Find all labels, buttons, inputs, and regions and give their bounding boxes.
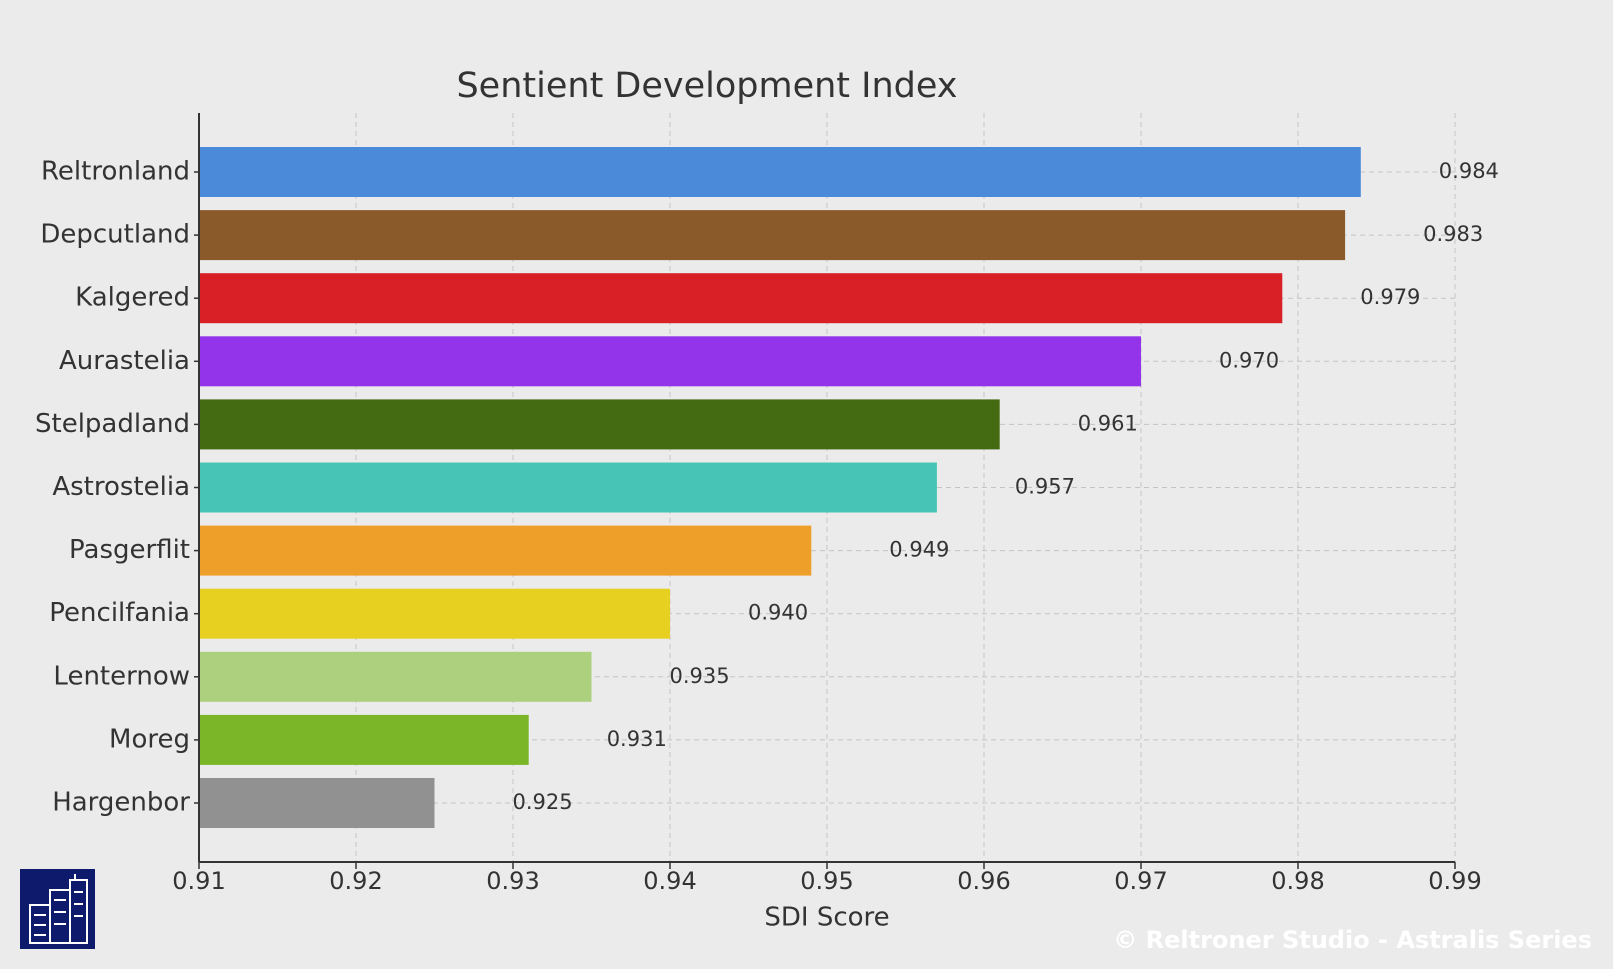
bar — [199, 210, 1346, 261]
value-label: 0.940 — [748, 601, 808, 625]
x-tick-label: 0.98 — [1271, 867, 1324, 895]
x-tick-label: 0.93 — [486, 867, 539, 895]
y-tick-label: Stelpadland — [35, 409, 190, 439]
y-tick-label: Lenternow — [53, 661, 190, 691]
x-tick-label: 0.99 — [1428, 867, 1481, 895]
chart-title: Sentient Development Index — [456, 66, 957, 106]
y-tick-label: Aurastelia — [59, 346, 190, 376]
y-tick-label: Hargenbor — [52, 788, 190, 818]
y-tick-label: Kalgered — [75, 283, 190, 313]
value-label: 0.984 — [1439, 159, 1499, 183]
logo — [20, 869, 95, 949]
value-label: 0.979 — [1360, 285, 1420, 309]
bar — [199, 525, 812, 576]
value-label: 0.970 — [1219, 348, 1279, 372]
bar — [199, 336, 1141, 387]
bar — [199, 399, 1000, 450]
y-tick-label: Pasgerflit — [69, 535, 190, 565]
watermark: © Reltroner Studio - Astralis Series — [1113, 926, 1592, 954]
bar — [199, 273, 1283, 324]
value-label: 0.935 — [670, 664, 730, 688]
bar — [199, 651, 592, 702]
value-label: 0.949 — [889, 538, 949, 562]
bar — [199, 778, 435, 828]
y-tick-label: Moreg — [109, 724, 190, 754]
value-label: 0.931 — [607, 727, 667, 751]
value-label: 0.983 — [1423, 222, 1483, 246]
x-tick-label: 0.91 — [172, 867, 225, 895]
value-label: 0.957 — [1015, 475, 1075, 499]
bar — [199, 714, 529, 765]
x-tick-label: 0.94 — [643, 867, 696, 895]
x-tick-label: 0.97 — [1114, 867, 1167, 895]
bar — [199, 147, 1361, 197]
x-tick-label: 0.95 — [800, 867, 853, 895]
bar — [199, 462, 937, 513]
value-label: 0.961 — [1078, 411, 1138, 435]
x-tick-label: 0.96 — [957, 867, 1010, 895]
y-tick-label: Pencilfania — [49, 598, 190, 628]
x-tick-label: 0.92 — [329, 867, 382, 895]
y-tick-label: Depcutland — [40, 220, 190, 250]
value-label: 0.925 — [513, 790, 573, 814]
bar — [199, 588, 670, 639]
y-tick-label: Reltronland — [41, 157, 190, 187]
x-axis-label: SDI Score — [764, 903, 889, 933]
y-tick-label: Astrostelia — [52, 472, 190, 502]
